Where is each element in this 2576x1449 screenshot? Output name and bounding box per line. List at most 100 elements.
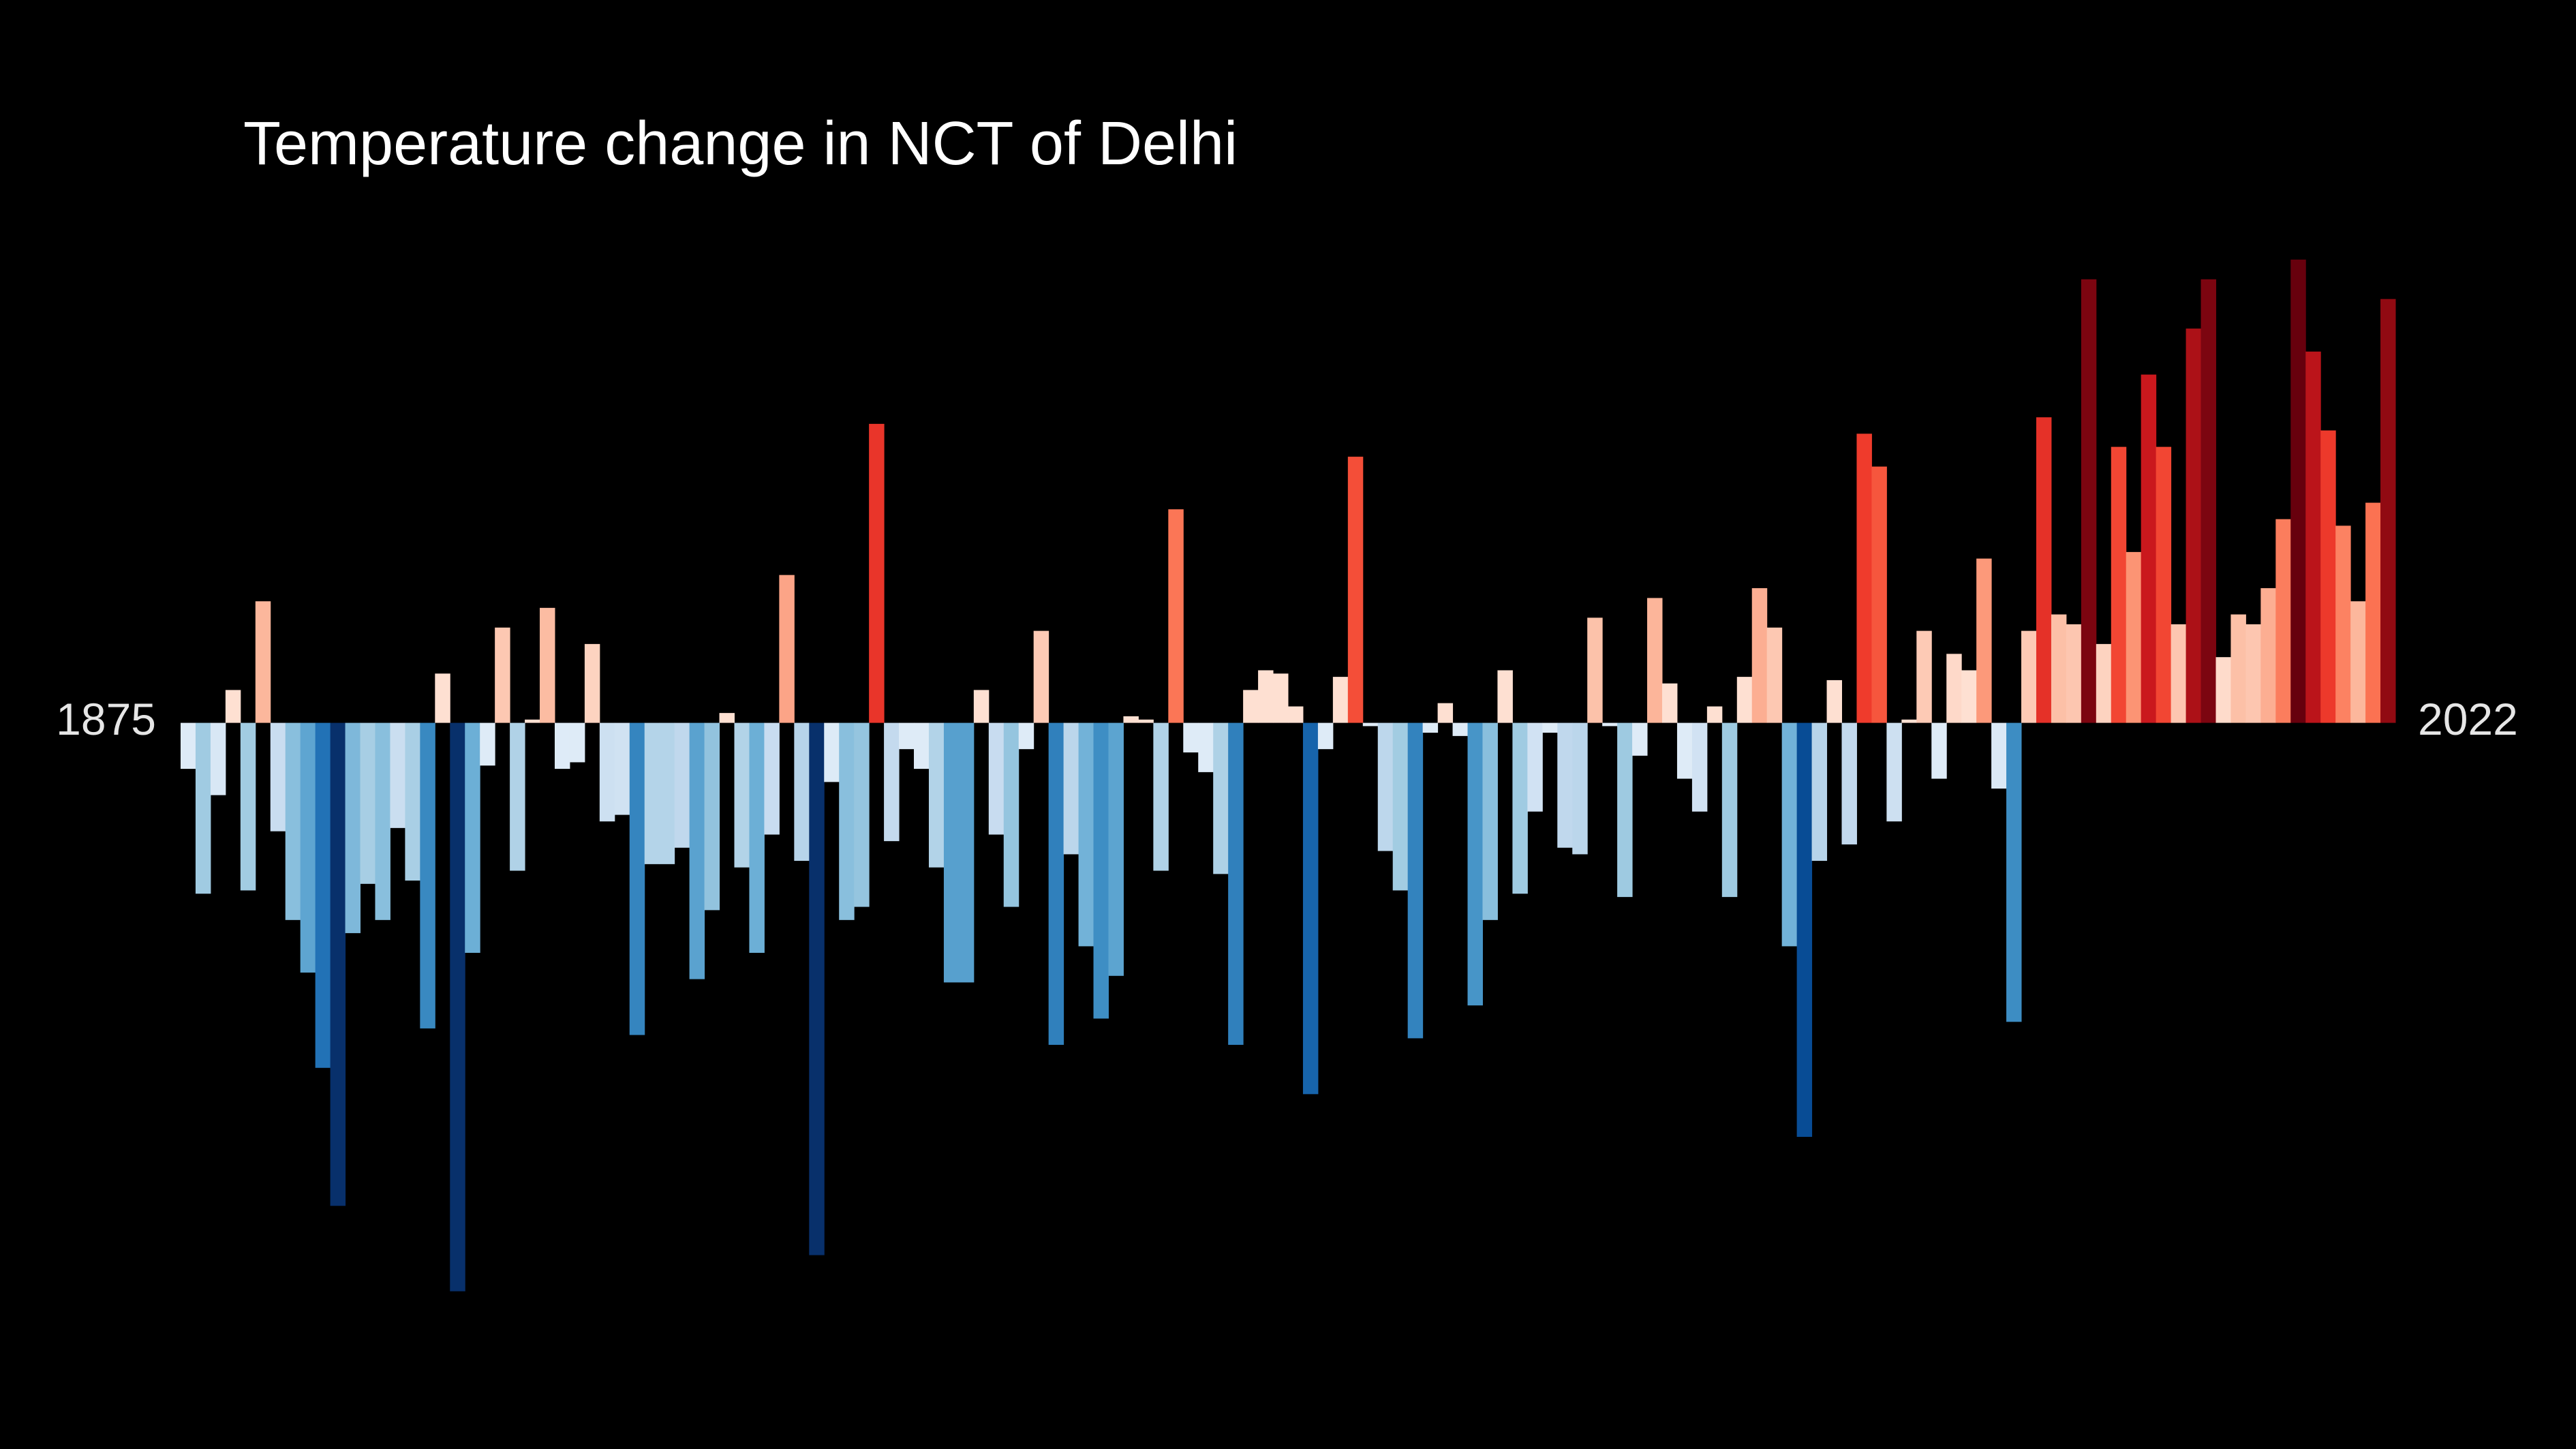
bar [2066, 624, 2082, 723]
bar [1632, 722, 1648, 756]
bar [1362, 722, 1379, 727]
bar [1332, 677, 1349, 723]
bar [2141, 374, 2157, 723]
bar [1661, 683, 1678, 723]
bar [2380, 299, 2396, 723]
bar [1991, 722, 2007, 789]
bar [719, 713, 735, 723]
bar [899, 722, 915, 750]
bar [1422, 722, 1439, 733]
chart-title: Temperature change in NCT of Delhi [243, 110, 1238, 178]
bar [1138, 719, 1154, 723]
bar [2320, 430, 2336, 723]
bar [1437, 703, 1454, 723]
bar [1093, 722, 1109, 1019]
bar [1602, 722, 1618, 727]
bar [480, 722, 495, 766]
bar [1018, 722, 1034, 750]
bar [1721, 722, 1738, 898]
bar [2305, 351, 2321, 723]
bar [1213, 722, 1229, 874]
bar [914, 722, 930, 769]
bar [2171, 624, 2187, 723]
bar [943, 722, 960, 983]
bar [2096, 643, 2112, 723]
bar [1063, 722, 1079, 855]
bar [2350, 601, 2366, 723]
bar [240, 722, 256, 891]
bar [1706, 706, 1723, 723]
bar [1288, 706, 1304, 723]
bar [2021, 630, 2037, 723]
bar [1078, 722, 1094, 947]
bar [928, 722, 945, 868]
bar [614, 722, 630, 815]
bar [1766, 627, 1783, 723]
bar [2201, 279, 2216, 723]
bar [1781, 722, 1798, 947]
bar [2006, 722, 2022, 1022]
bar [764, 722, 780, 835]
bar [704, 722, 720, 911]
bar [1482, 722, 1498, 920]
bar [629, 722, 645, 1035]
bar [2126, 551, 2142, 723]
bar [2275, 519, 2291, 723]
bar [2036, 417, 2052, 723]
bar [1228, 722, 1244, 1046]
bar [2365, 502, 2381, 723]
bar [1497, 670, 1513, 723]
bar [1542, 722, 1558, 733]
bar [988, 722, 1005, 835]
bar [734, 722, 750, 868]
bar [794, 722, 810, 861]
bar [345, 722, 361, 934]
bar [1003, 722, 1019, 907]
bar [1048, 722, 1064, 1046]
bar [824, 722, 840, 782]
bar [525, 719, 540, 723]
bar [839, 722, 855, 920]
bar [285, 722, 301, 920]
bar [1736, 677, 1753, 723]
bar [1123, 716, 1139, 723]
bar [1407, 722, 1424, 1039]
bar [420, 722, 435, 1028]
bar [1961, 670, 1977, 723]
bar [1317, 722, 1334, 750]
bar [569, 722, 585, 763]
bar [958, 722, 975, 983]
bar [450, 722, 465, 1292]
bar [2230, 614, 2246, 723]
bar [1258, 670, 1274, 723]
bar [1751, 588, 1768, 723]
bar [1527, 722, 1543, 812]
bar [599, 722, 615, 822]
bar [1617, 722, 1633, 898]
bar [1512, 722, 1528, 894]
bar [1243, 690, 1259, 723]
bar [330, 722, 346, 1206]
bar [1647, 598, 1663, 723]
bar [1841, 722, 1857, 844]
bar [181, 722, 196, 769]
bar [2290, 259, 2306, 723]
bar [1856, 433, 1872, 723]
bar [195, 722, 211, 894]
x-tick-label: 2022 [2418, 694, 2518, 744]
bar [2081, 279, 2097, 723]
bar [1347, 457, 1364, 723]
bar [465, 722, 480, 954]
bar [973, 690, 990, 723]
bar [1931, 722, 1947, 779]
bar [644, 722, 660, 864]
bar [1811, 722, 1828, 861]
bar [584, 643, 600, 723]
bar [1796, 722, 1813, 1138]
bar [1392, 722, 1409, 891]
bar [1153, 722, 1169, 871]
bar [2215, 657, 2231, 723]
bar [2156, 446, 2172, 723]
bar [554, 722, 570, 769]
